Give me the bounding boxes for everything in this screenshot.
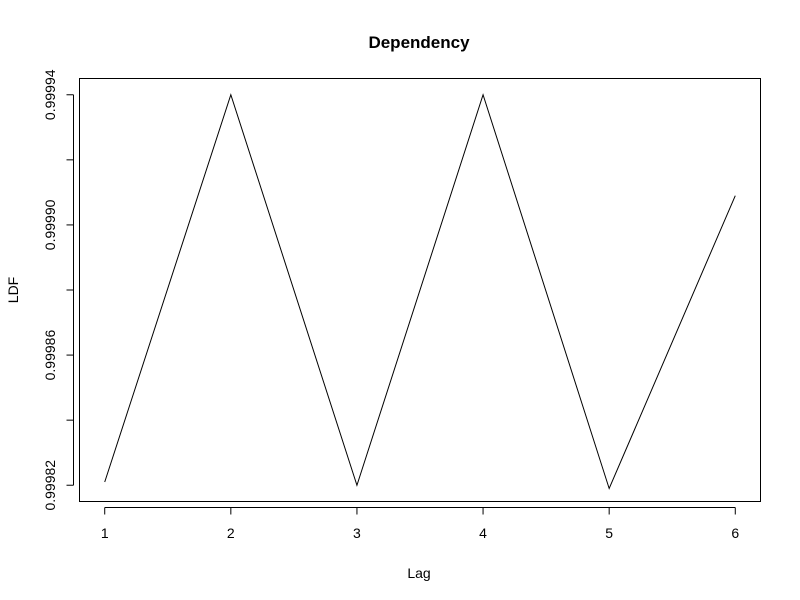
x-tick-label: 1 <box>101 525 109 541</box>
x-tick-label: 3 <box>353 525 361 541</box>
series-line <box>104 93 736 490</box>
x-tick-label: 4 <box>479 525 487 541</box>
x-axis-label: Lag <box>407 565 430 581</box>
y-tick-label: 0.99986 <box>42 330 58 381</box>
y-tick-label: 0.99990 <box>42 199 58 250</box>
chart-title: Dependency <box>368 33 470 52</box>
y-axis: 0.99982 0.99986 0.99990 0.99994 <box>42 69 74 511</box>
y-tick-label: 0.99994 <box>42 69 58 120</box>
x-tick-label: 5 <box>605 525 613 541</box>
y-tick-label: 0.99982 <box>42 460 58 511</box>
plot-frame <box>79 78 761 502</box>
x-tick-label: 6 <box>731 525 739 541</box>
x-axis: 1 2 3 4 5 6 <box>101 507 739 541</box>
y-axis-label: LDF <box>5 277 21 303</box>
x-tick-label: 2 <box>227 525 235 541</box>
